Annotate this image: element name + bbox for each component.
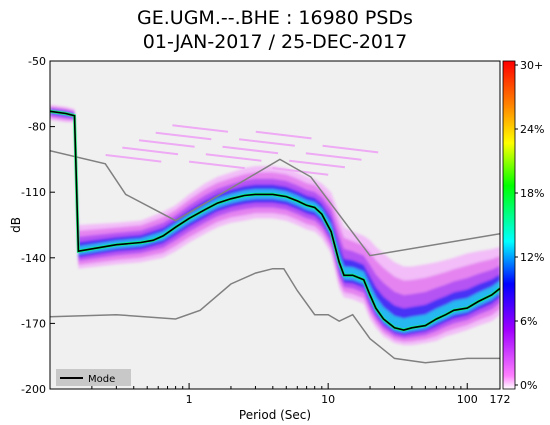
legend: Mode — [56, 369, 131, 386]
low-noise-model-line — [50, 267, 500, 364]
colorbar-gradient — [502, 60, 516, 390]
density-streak — [322, 144, 379, 154]
chart-title: GE.UGM.--.BHE : 16980 PSDs 01-JAN-2017 /… — [0, 6, 550, 54]
density-streak — [172, 124, 229, 133]
density-streak — [238, 138, 295, 147]
colorbar-label: 30+ — [520, 59, 543, 72]
colorbar-label: 12% — [520, 251, 544, 264]
density-streak — [205, 153, 262, 162]
density-streak — [305, 152, 362, 161]
chart-title-line-1: GE.UGM.--.BHE : 16980 PSDs — [137, 7, 413, 29]
x-axis: 1 10 100 172 — [49, 383, 511, 406]
colorbar-label: 6% — [520, 315, 537, 328]
density-streak — [155, 131, 212, 141]
y-tick-label: -200 — [21, 383, 46, 396]
x-tick-label: 172 — [490, 393, 511, 406]
y-tick-label: -140 — [21, 252, 46, 265]
colorbar-label: 18% — [520, 187, 544, 200]
reference-and-mode-lines — [50, 109, 500, 364]
legend-mode-label: Mode — [88, 374, 115, 385]
density-streaks — [105, 124, 379, 176]
density-streak — [138, 139, 195, 148]
density-streak — [105, 154, 162, 163]
plot-frame — [49, 60, 501, 390]
legend-box — [56, 369, 131, 386]
y-tick-label: -50 — [28, 55, 46, 68]
density-streak — [222, 145, 279, 155]
chart-title-line-2: 01-JAN-2017 / 25-DEC-2017 — [142, 31, 408, 53]
y-tick-label: -80 — [28, 121, 46, 134]
density-streak — [188, 160, 245, 170]
colorbar-label: 24% — [520, 123, 544, 136]
y-tick-label: -110 — [21, 186, 46, 199]
colorbar-label: 0% — [520, 379, 537, 392]
density-streak — [122, 146, 179, 156]
high-noise-model-line — [50, 149, 500, 257]
x-tick-label: 1 — [186, 393, 193, 406]
density-streak — [289, 159, 346, 169]
x-tick-label: 100 — [457, 393, 478, 406]
y-tick-label: -170 — [21, 317, 46, 330]
y-axis: -50 -80 -110 -140 -170 -200 — [21, 55, 55, 396]
mode-line — [50, 110, 500, 331]
density-streak — [255, 130, 312, 140]
density-band-mid — [50, 106, 500, 342]
x-axis-label: Period (Sec) — [239, 408, 311, 422]
colorbar: 30+ 24% 18% 12% 6% 0% — [502, 59, 544, 392]
x-tick-label: 10 — [321, 393, 335, 406]
y-axis-label: dB — [9, 217, 23, 233]
colorbar-labels: 30+ 24% 18% 12% 6% 0% — [515, 59, 544, 392]
